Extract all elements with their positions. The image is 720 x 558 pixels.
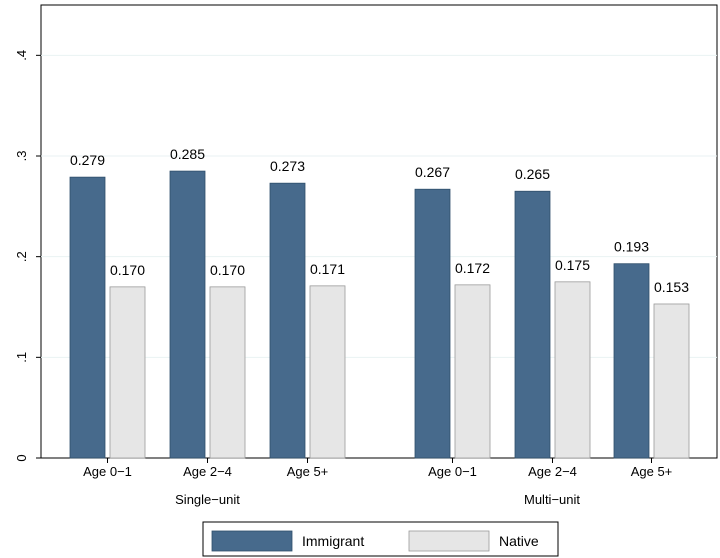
bar-immigrant (269, 182, 306, 459)
data-label: 0.279 (70, 152, 105, 168)
y-tick-label: 0 (14, 454, 29, 461)
x-group-label: Single−unit (175, 492, 240, 507)
y-tick-label: .1 (14, 352, 29, 363)
bar-native (454, 284, 491, 459)
x-axis: Age 0−1 Age 2−4 Age 5+ Single−unit Age 0−1 Ag… (83, 458, 672, 507)
bar-native (554, 281, 591, 459)
x-category-label: Age 2−4 (528, 464, 577, 479)
bar-native (309, 285, 346, 459)
bar-native (653, 303, 690, 459)
legend-swatch-immigrant (211, 530, 293, 552)
x-category-label: Age 0−1 (428, 464, 477, 479)
y-tick-label: .4 (14, 50, 29, 61)
legend-swatch-native (408, 530, 490, 552)
bar-native (109, 286, 146, 459)
bar-immigrant (169, 170, 206, 459)
data-label: 0.172 (455, 260, 490, 276)
grid-lines (41, 54, 717, 358)
y-tick-label: .3 (14, 151, 29, 162)
bar-native (209, 286, 246, 459)
x-category-label: Age 5+ (287, 464, 329, 479)
bar-immigrant (69, 176, 106, 459)
bar-immigrant (514, 190, 551, 459)
data-label: 0.170 (210, 262, 245, 278)
legend-label-immigrant: Immigrant (302, 533, 364, 549)
legend: Immigrant Native (202, 521, 559, 557)
plot-frame (40, 4, 718, 459)
x-category-label: Age 0−1 (83, 464, 132, 479)
bar-immigrant (414, 188, 451, 459)
data-label: 0.193 (614, 239, 649, 255)
data-label: 0.153 (654, 279, 689, 295)
x-group-label: Multi−unit (524, 492, 580, 507)
data-label: 0.175 (555, 257, 590, 273)
y-axis: 0 .1 .2 .3 .4 (14, 50, 41, 462)
data-label: 0.170 (110, 262, 145, 278)
data-label: 0.265 (515, 166, 550, 182)
legend-label-native: Native (499, 533, 539, 549)
x-category-label: Age 2−4 (183, 464, 232, 479)
data-label: 0.285 (170, 146, 205, 162)
x-category-label: Age 5+ (631, 464, 673, 479)
data-label: 0.171 (310, 261, 345, 277)
y-tick-label: .2 (14, 251, 29, 262)
data-label: 0.273 (270, 158, 305, 174)
bar-immigrant (613, 263, 650, 459)
data-label: 0.267 (415, 164, 450, 180)
bars: 0.279 0.285 0.273 0.267 0.265 0.193 0.170 0.170… (69, 146, 690, 459)
